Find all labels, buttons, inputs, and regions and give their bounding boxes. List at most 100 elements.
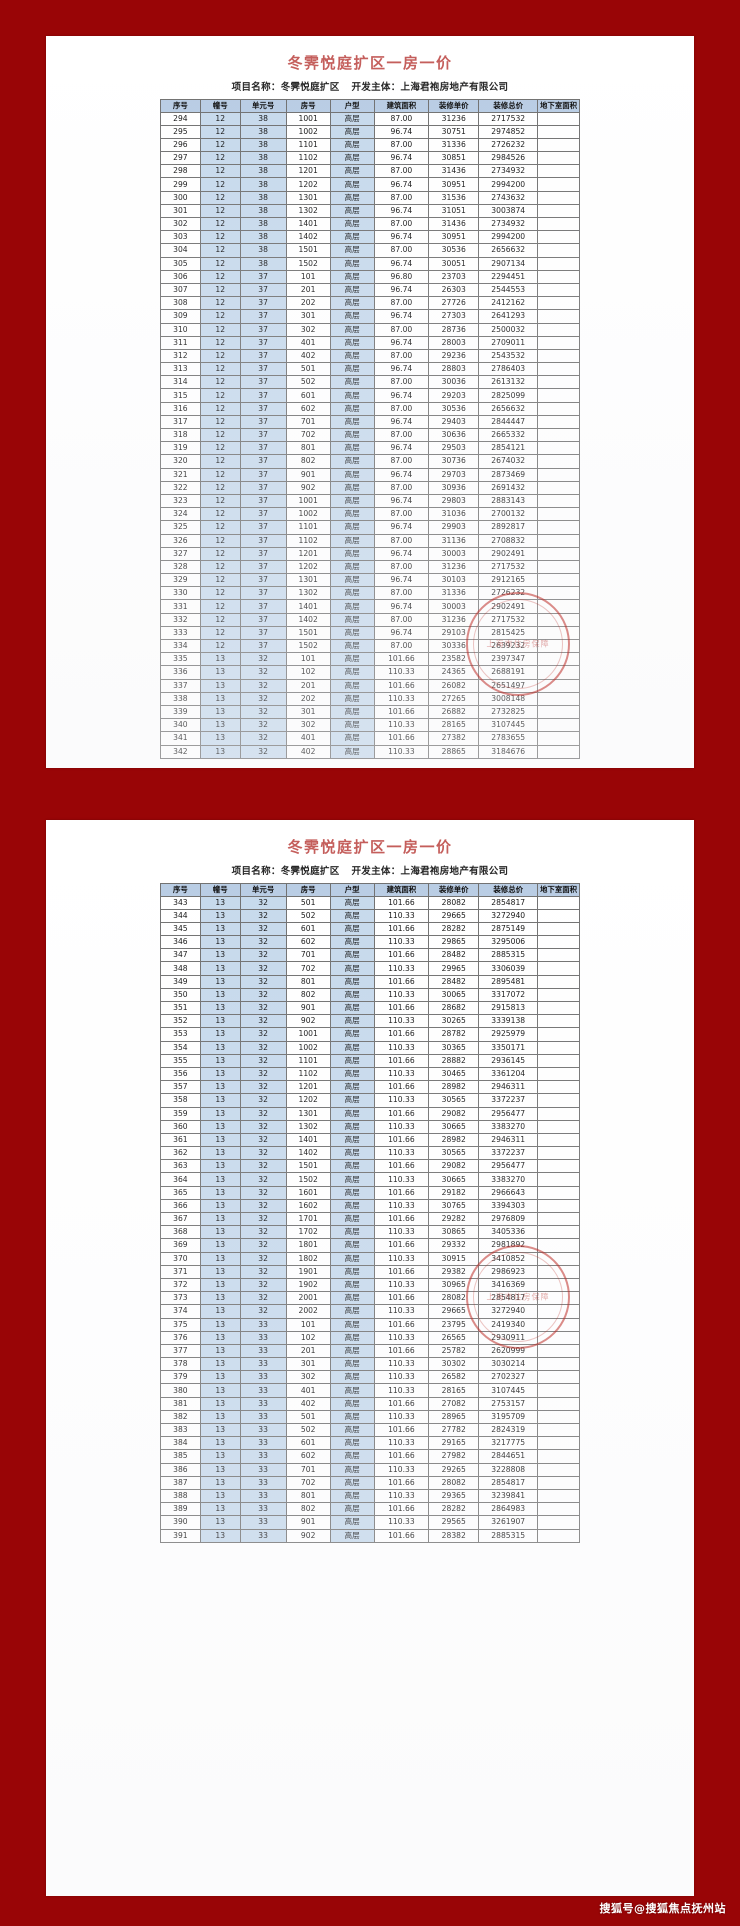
cell-c-idx: 384 [160, 1436, 201, 1451]
cell-c-bsmt [537, 520, 580, 535]
cell-c-up: 29182 [428, 1185, 480, 1200]
cell-c-tot: 2986923 [478, 1264, 539, 1279]
cell-c-bsmt [537, 137, 580, 153]
cell-c-unit: 33 [239, 1422, 287, 1438]
cell-c-bld: 13 [199, 1040, 241, 1055]
cell-c-room: 602 [285, 935, 331, 950]
cell-c-room: 601 [285, 921, 331, 937]
cell-c-unit: 32 [239, 1291, 287, 1306]
cell-c-unit: 33 [239, 1370, 287, 1385]
cell-c-tot: 2854817 [478, 895, 539, 910]
cell-c-idx: 377 [160, 1343, 201, 1359]
cell-c-bld: 12 [199, 256, 241, 271]
cell-c-bsmt [537, 1317, 580, 1332]
cell-c-idx: 313 [160, 362, 201, 377]
cell-c-bsmt [537, 164, 580, 179]
cell-c-bld: 12 [199, 625, 241, 641]
column-header-6: 装修单价 [428, 98, 480, 113]
cell-c-up: 30751 [428, 124, 480, 139]
cell-c-idx: 388 [160, 1488, 201, 1504]
cell-c-room: 302 [285, 1370, 331, 1385]
cell-c-bld: 13 [199, 1422, 241, 1438]
table-row: 324 12 37 1002 高层 87.00 31036 2700132 [160, 507, 580, 522]
cell-c-bld: 13 [199, 1264, 241, 1279]
cell-c-idx: 329 [160, 573, 201, 588]
cell-c-unit: 37 [239, 335, 287, 350]
cell-c-unit: 32 [239, 1132, 287, 1148]
cell-c-area: 110.33 [373, 1370, 430, 1385]
cell-c-unit: 33 [239, 1357, 287, 1372]
cell-c-bld: 13 [199, 921, 241, 937]
cell-c-room: 1401 [285, 1132, 331, 1148]
cell-c-unit: 37 [239, 559, 287, 575]
cell-c-room: 1301 [285, 190, 331, 205]
cell-c-tot: 3416369 [478, 1277, 539, 1293]
cell-c-tot: 2994200 [478, 177, 539, 192]
table-row: 386 13 33 701 高层 110.33 29265 3228808 [160, 1462, 580, 1477]
cell-c-bsmt [537, 533, 580, 548]
cell-c-unit: 33 [239, 1396, 287, 1411]
cell-c-bld: 12 [199, 296, 241, 311]
cell-c-unit: 32 [239, 1172, 287, 1187]
cell-c-idx: 386 [160, 1462, 201, 1477]
cell-c-idx: 362 [160, 1146, 201, 1161]
cell-c-room: 101 [285, 1317, 331, 1332]
table-row: 302 12 38 1401 高层 87.00 31436 2734932 [160, 216, 580, 232]
cell-c-bsmt [537, 467, 580, 482]
cell-c-bld: 13 [199, 1211, 241, 1227]
cell-c-idx: 323 [160, 493, 201, 509]
cell-c-idx: 360 [160, 1119, 201, 1134]
cell-c-bsmt [537, 625, 580, 641]
cell-c-type: 高层 [329, 137, 375, 153]
cell-c-type: 高层 [329, 203, 375, 219]
cell-c-unit: 37 [239, 599, 287, 614]
cell-c-type: 高层 [329, 480, 375, 495]
cell-c-bsmt [537, 375, 580, 390]
cell-c-up: 30302 [428, 1357, 480, 1372]
cell-c-area: 101.66 [373, 678, 430, 693]
cell-c-bsmt [537, 1172, 580, 1187]
cell-c-idx: 352 [160, 1014, 201, 1029]
cell-c-type: 高层 [329, 586, 375, 601]
cell-c-type: 高层 [329, 1080, 375, 1095]
cell-c-type: 高层 [329, 908, 375, 923]
table-row: 346 13 32 602 高层 110.33 29865 3295006 [160, 935, 580, 950]
cell-c-room: 901 [285, 1000, 331, 1016]
cell-c-bld: 13 [199, 1251, 241, 1266]
cell-c-bld: 12 [199, 216, 241, 232]
table-row: 305 12 38 1502 高层 96.74 30051 2907134 [160, 256, 580, 271]
cell-c-up: 28082 [428, 1475, 480, 1490]
cell-c-idx: 306 [160, 269, 201, 284]
cell-c-bld: 12 [199, 137, 241, 153]
cell-c-area: 87.00 [373, 243, 430, 258]
table-row: 296 12 38 1101 高层 87.00 31336 2726232 [160, 137, 580, 153]
cell-c-room: 1202 [285, 177, 331, 192]
table-row: 298 12 38 1201 高层 87.00 31436 2734932 [160, 164, 580, 179]
cell-c-idx: 368 [160, 1225, 201, 1240]
cell-c-unit: 37 [239, 454, 287, 469]
cell-c-tot: 3239841 [478, 1488, 539, 1504]
cell-c-idx: 332 [160, 612, 201, 627]
cell-c-tot: 2726232 [478, 137, 539, 153]
column-header-1: 幢号 [199, 98, 241, 113]
cell-c-area: 110.33 [373, 1066, 430, 1082]
cell-c-room: 1501 [285, 625, 331, 641]
cell-c-tot: 2709011 [478, 335, 539, 350]
cell-c-area: 96.74 [373, 573, 430, 588]
cell-c-type: 高层 [329, 414, 375, 430]
cell-c-room: 201 [285, 1343, 331, 1359]
cell-c-room: 802 [285, 987, 331, 1003]
cell-c-area: 101.66 [373, 1502, 430, 1517]
cell-c-type: 高层 [329, 1238, 375, 1253]
cell-c-area: 96.74 [373, 151, 430, 166]
cell-c-bld: 13 [199, 1357, 241, 1372]
cell-c-bsmt [537, 1528, 580, 1543]
cell-c-unit: 32 [239, 652, 287, 667]
cell-c-unit: 37 [239, 401, 287, 416]
cell-c-bld: 12 [199, 348, 241, 364]
cell-c-idx: 301 [160, 203, 201, 219]
table-row: 309 12 37 301 高层 96.74 27303 2641293 [160, 309, 580, 324]
cell-c-tot: 2912165 [478, 573, 539, 588]
cell-c-idx: 298 [160, 164, 201, 179]
cell-c-type: 高层 [329, 1317, 375, 1332]
